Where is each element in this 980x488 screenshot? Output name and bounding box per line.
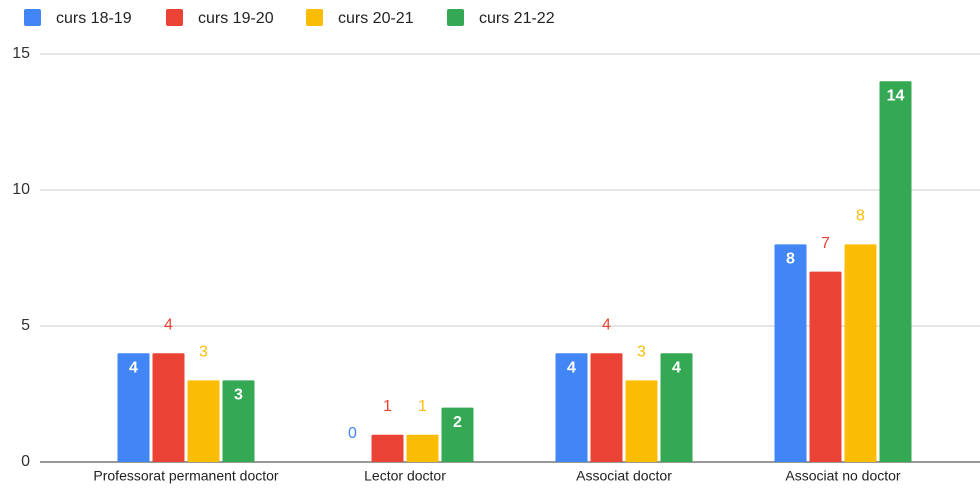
data-label: 4 (567, 359, 576, 376)
legend-label: curs 20-21 (338, 10, 414, 27)
bar (625, 380, 658, 462)
data-label: 8 (786, 251, 795, 268)
x-tick-label: Professorat permanent doctor (93, 468, 279, 484)
bar (774, 244, 807, 462)
legend-swatch (24, 9, 41, 26)
data-label: 3 (234, 387, 243, 404)
y-tick-label: 10 (12, 181, 30, 198)
data-label: 7 (821, 235, 830, 252)
bar (441, 407, 474, 462)
data-label: 4 (672, 359, 681, 376)
legend-swatch (447, 9, 464, 26)
bar (879, 81, 912, 462)
bar (406, 434, 439, 462)
data-label: 4 (164, 316, 173, 333)
data-label: 3 (637, 344, 646, 361)
data-label: 0 (348, 425, 357, 442)
bar (844, 244, 877, 462)
data-label: 14 (887, 87, 905, 104)
data-label: 2 (453, 414, 462, 431)
bar (809, 271, 842, 462)
y-tick-label: 0 (21, 453, 30, 470)
data-label: 1 (418, 398, 427, 415)
legend-swatch (306, 9, 323, 26)
data-label: 1 (383, 398, 392, 415)
legend-label: curs 18-19 (56, 10, 132, 27)
bar (152, 353, 185, 462)
x-tick-label: Associat no doctor (785, 468, 901, 484)
data-label: 3 (199, 344, 208, 361)
bar (222, 380, 255, 462)
data-label: 8 (856, 208, 865, 225)
bar (371, 434, 404, 462)
legend-label: curs 21-22 (479, 10, 555, 27)
bar (117, 353, 150, 462)
x-tick-label: Lector doctor (364, 468, 446, 484)
bar (660, 353, 693, 462)
x-tick-label: Associat doctor (576, 468, 672, 484)
y-tick-label: 15 (12, 45, 30, 62)
bar (590, 353, 623, 462)
legend-swatch (166, 9, 183, 26)
bar (187, 380, 220, 462)
bar (555, 353, 588, 462)
data-label: 4 (129, 359, 138, 376)
data-label: 4 (602, 316, 611, 333)
legend-label: curs 19-20 (198, 10, 274, 27)
y-tick-label: 5 (21, 317, 30, 334)
